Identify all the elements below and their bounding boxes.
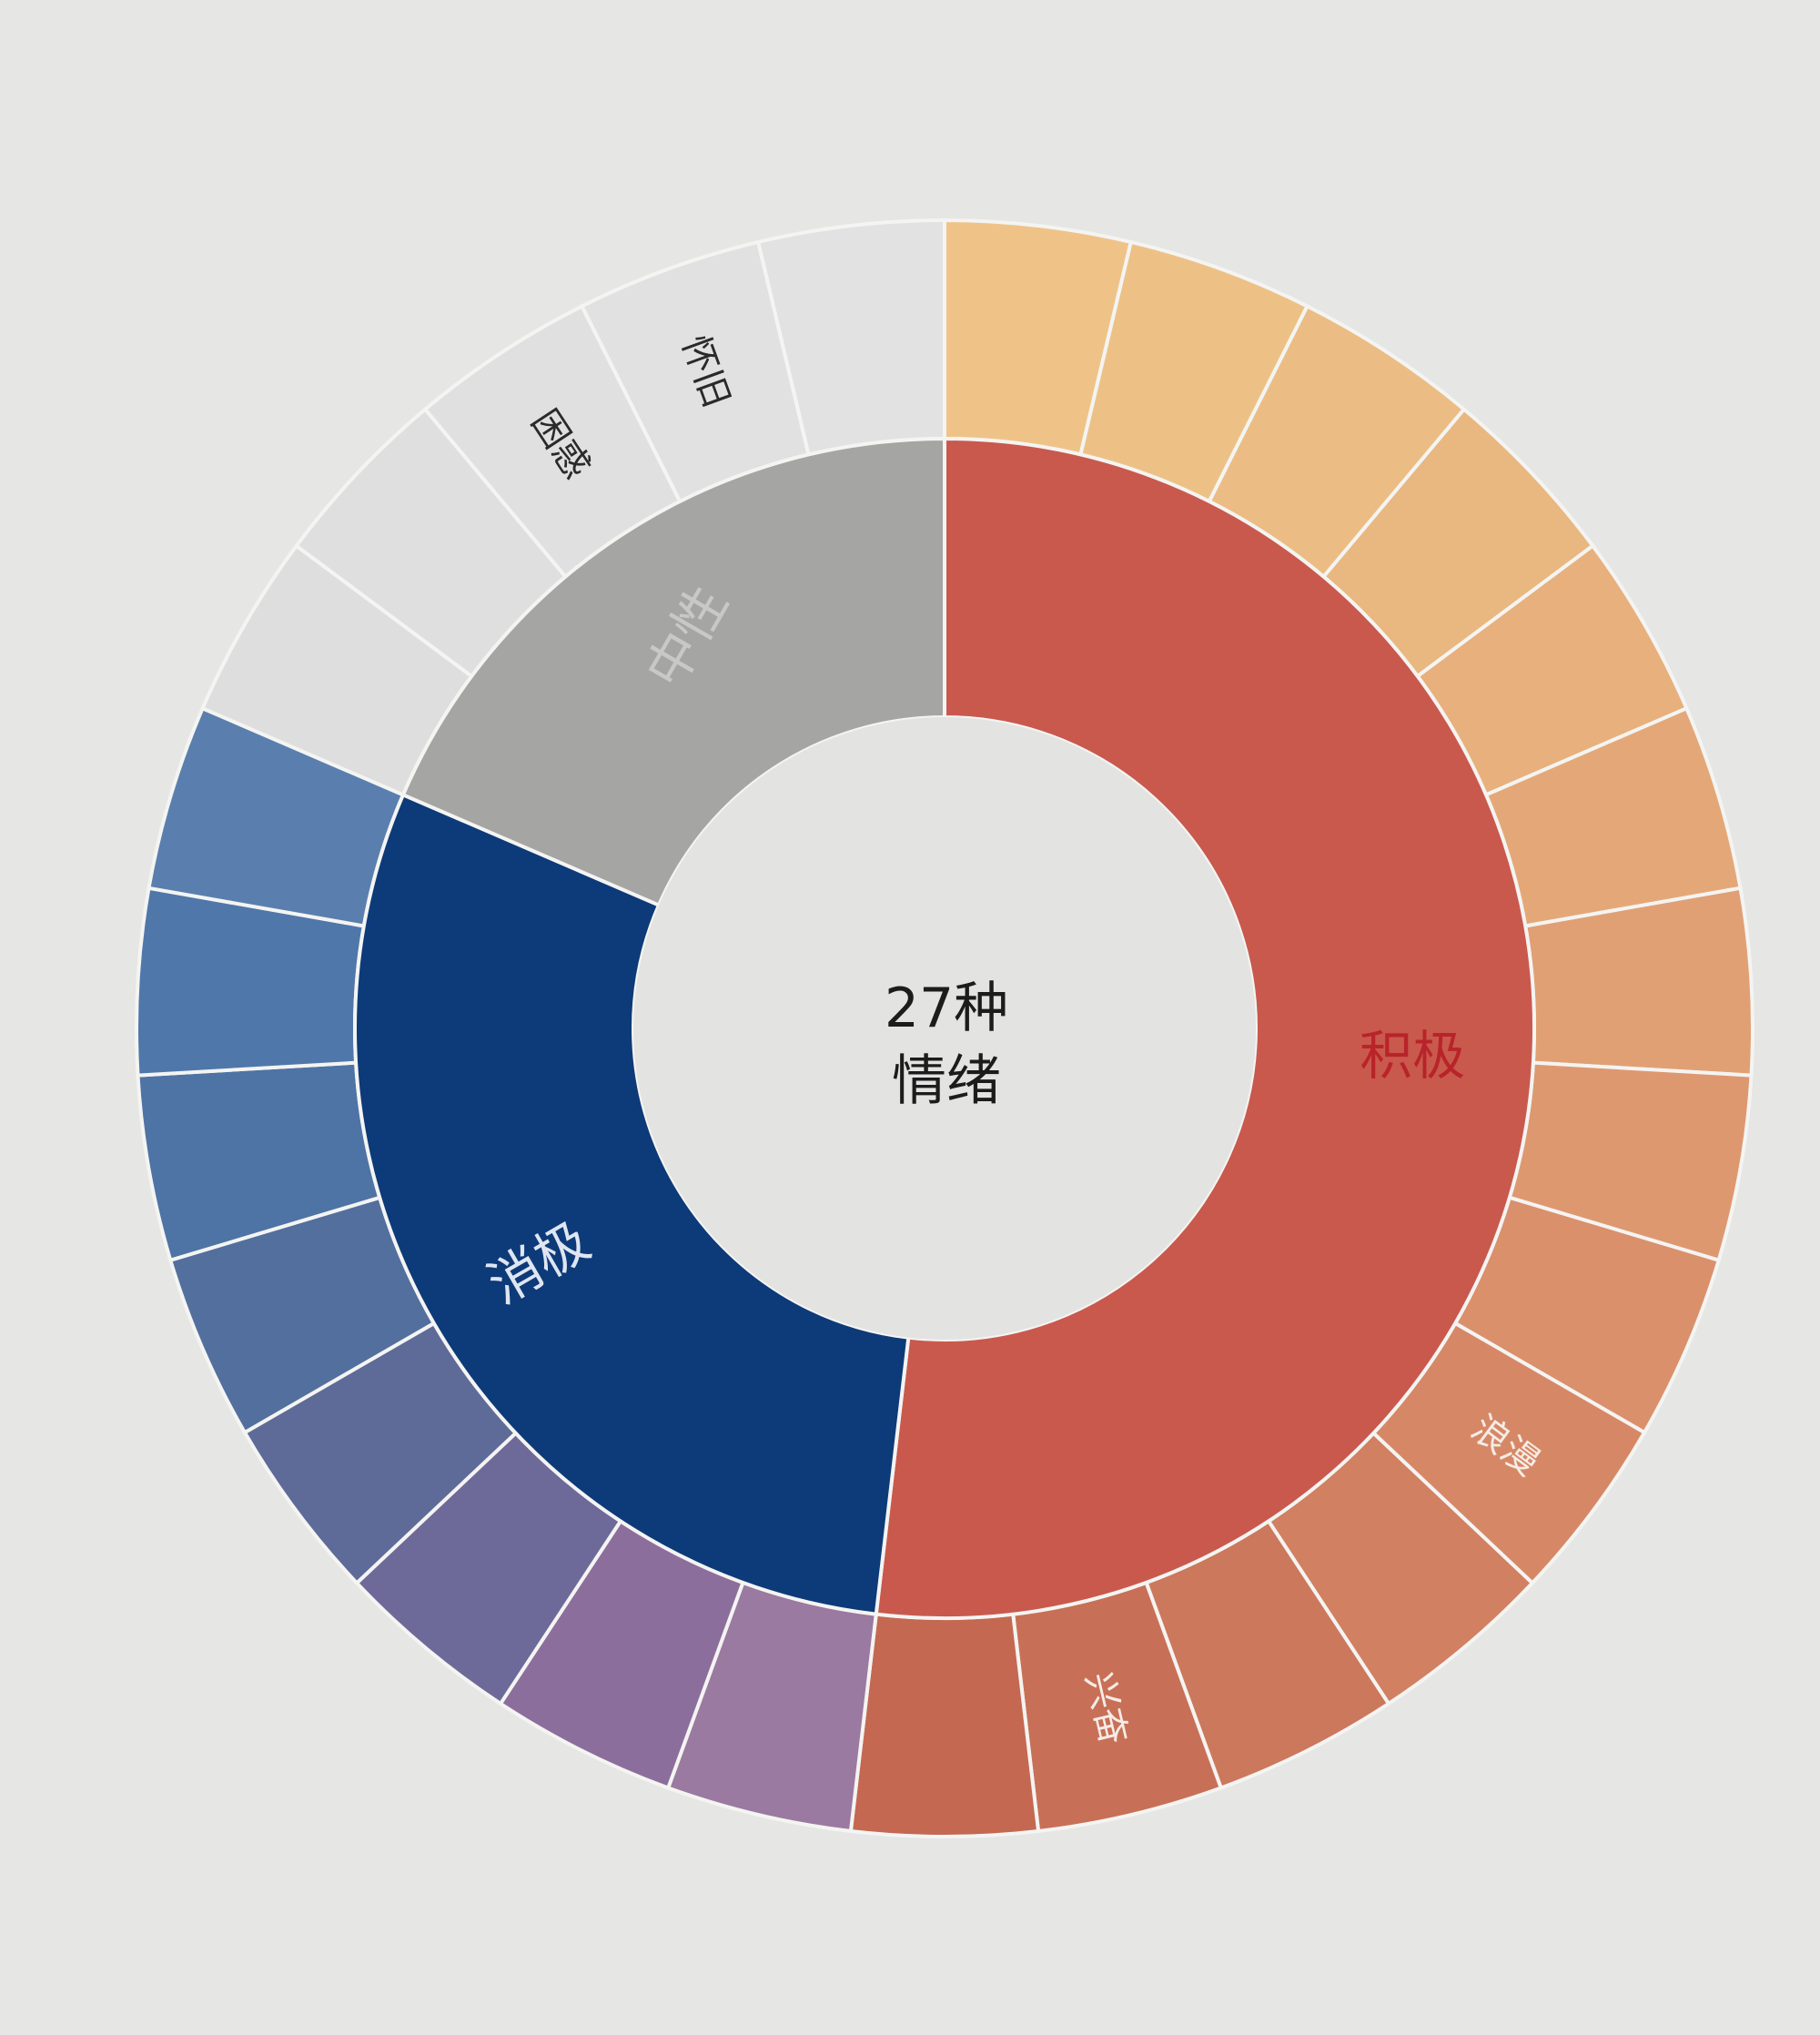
- outer-segment-0-13: [848, 1612, 1041, 1838]
- center-hole: [633, 717, 1256, 1340]
- center-label-line-2: 情绪: [892, 1049, 1001, 1113]
- inner-label-0: 积极: [1360, 1025, 1465, 1087]
- center-label-line-1: 27种: [885, 977, 1008, 1040]
- outer-ring: [135, 218, 1754, 1838]
